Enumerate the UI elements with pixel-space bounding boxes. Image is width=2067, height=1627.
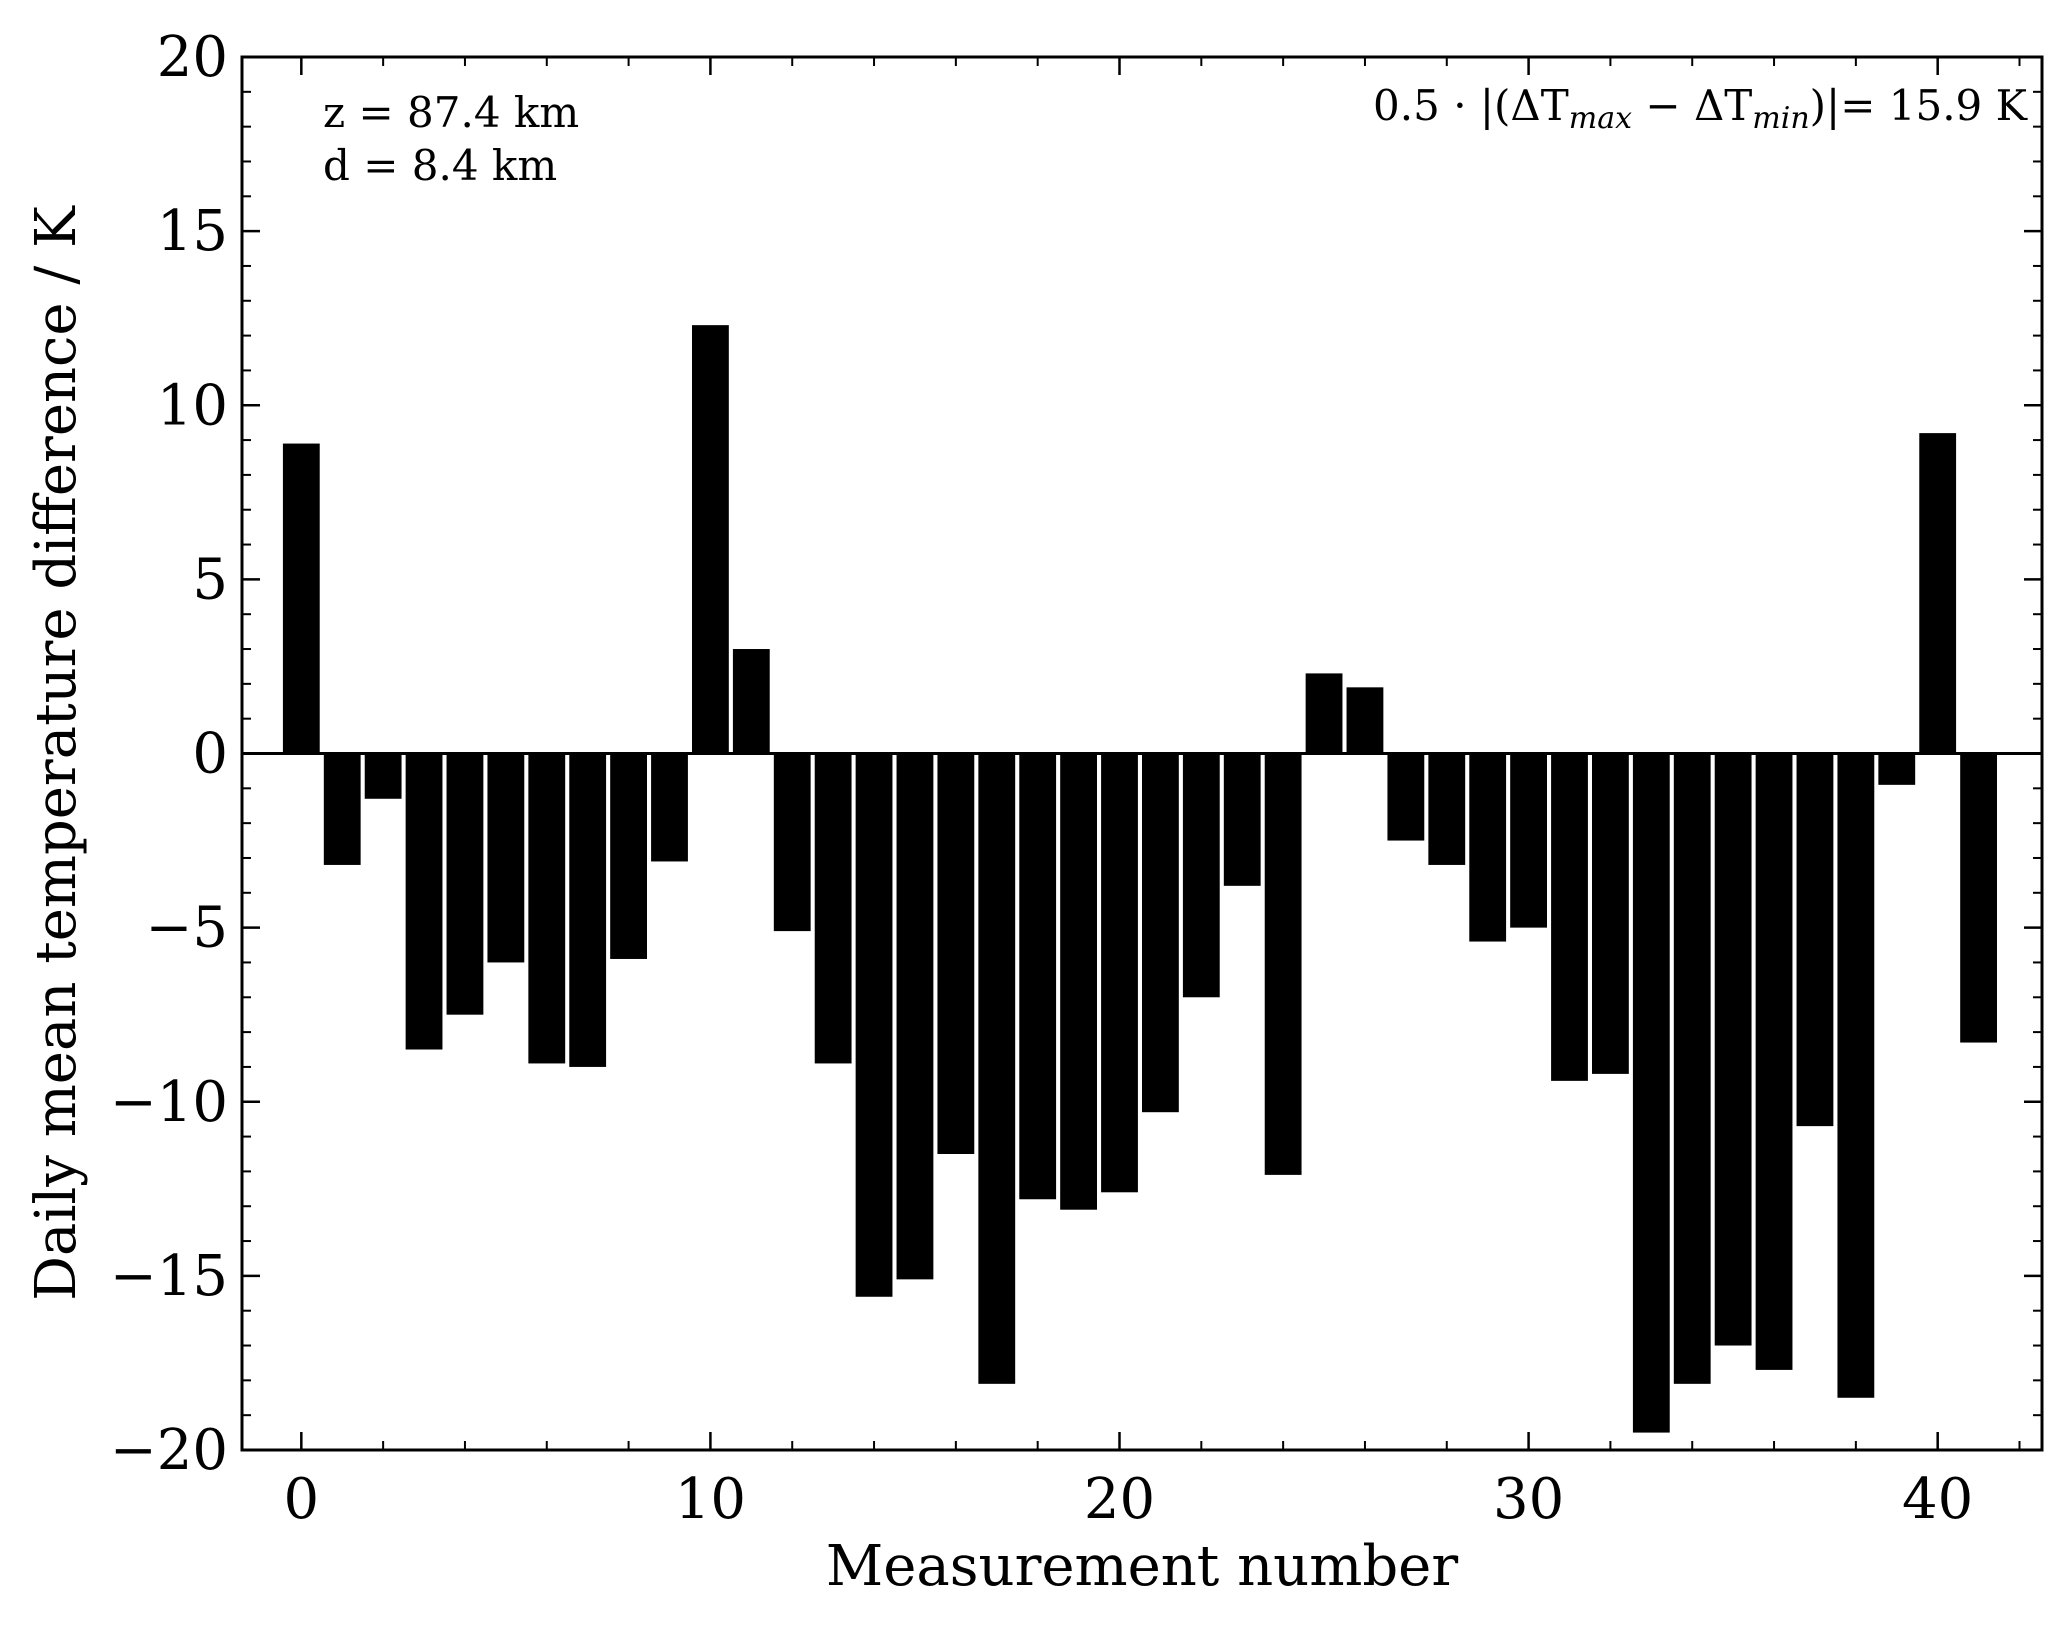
bar-40 [1919, 433, 1957, 754]
bar-19 [1060, 753, 1097, 1210]
depth-annotation: d = 8.4 km [323, 141, 557, 190]
bar-11 [732, 649, 770, 754]
bar-25 [1305, 673, 1343, 754]
bar-3 [405, 753, 443, 1050]
bar-23 [1223, 753, 1261, 886]
bar-18 [1019, 753, 1057, 1200]
y-tick-label: −10 [110, 1070, 228, 1135]
bar-29 [1469, 753, 1507, 942]
amplitude-sub-min: min [1752, 101, 1809, 136]
bar-6 [528, 753, 566, 1064]
y-tick-label: 20 [157, 25, 228, 90]
bar-9 [651, 753, 688, 862]
y-tick-label: 15 [157, 199, 228, 264]
bar-7 [569, 753, 607, 1067]
y-tick-label: −15 [110, 1244, 228, 1309]
tick-labels-group: 0 10 20 30 40 −20 −15 −10 −5 0 5 10 15 20 [110, 25, 1974, 1532]
x-tick-label: 40 [1902, 1467, 1973, 1532]
bar-10 [692, 325, 729, 754]
bar-20 [1101, 753, 1138, 1193]
bar-27 [1387, 753, 1425, 841]
y-tick-label: −20 [110, 1418, 228, 1483]
bar-33 [1632, 753, 1670, 1433]
bar-16 [937, 753, 975, 1154]
bar-4 [446, 753, 484, 1015]
y-tick-label: 0 [192, 722, 228, 787]
x-tick-label: 0 [283, 1467, 319, 1532]
y-tick-label: 10 [157, 373, 228, 438]
bar-38 [1837, 753, 1875, 1398]
amplitude-suffix: )|= 15.9 K [1810, 81, 2029, 130]
x-tick-label: 10 [675, 1467, 746, 1532]
bar-30 [1510, 753, 1547, 928]
x-tick-label: 30 [1493, 1467, 1564, 1532]
y-axis-label: Daily mean temperature difference / K [24, 205, 89, 1301]
bar-24 [1264, 753, 1302, 1175]
bar-22 [1182, 753, 1220, 998]
bar-26 [1346, 687, 1384, 754]
bar-35 [1714, 753, 1752, 1346]
bar-0 [282, 443, 320, 754]
bars-group [282, 325, 1997, 1433]
bar-41 [1960, 753, 1997, 1043]
amplitude-prefix: 0.5 · |(ΔT [1373, 81, 1569, 130]
y-tick-label: 5 [192, 547, 228, 612]
bar-17 [978, 753, 1016, 1384]
bar-12 [773, 753, 811, 932]
bar-2 [364, 753, 402, 799]
bar-31 [1551, 753, 1588, 1081]
bar-13 [814, 753, 852, 1064]
bar-14 [855, 753, 893, 1297]
bar-15 [896, 753, 934, 1280]
amplitude-mid: − ΔT [1632, 81, 1752, 130]
bar-34 [1673, 753, 1711, 1384]
y-tick-label: −5 [145, 896, 228, 961]
ticks-group [242, 55, 2042, 1452]
x-tick-label: 20 [1084, 1467, 1155, 1532]
bar-32 [1592, 753, 1629, 1074]
bar-1 [323, 753, 361, 865]
bar-36 [1755, 753, 1793, 1370]
amplitude-annotation: 0.5 · |(ΔTmax − ΔTmin)|= 15.9 K [1373, 81, 2029, 136]
amplitude-sub-max: max [1569, 101, 1632, 136]
x-axis-label: Measurement number [826, 1534, 1458, 1599]
bar-8 [610, 753, 647, 959]
bar-37 [1796, 753, 1834, 1127]
bar-5 [487, 753, 525, 963]
bar-21 [1142, 753, 1179, 1113]
bar-28 [1428, 753, 1466, 865]
bar-39 [1878, 753, 1916, 785]
altitude-annotation: z = 87.4 km [323, 88, 579, 137]
